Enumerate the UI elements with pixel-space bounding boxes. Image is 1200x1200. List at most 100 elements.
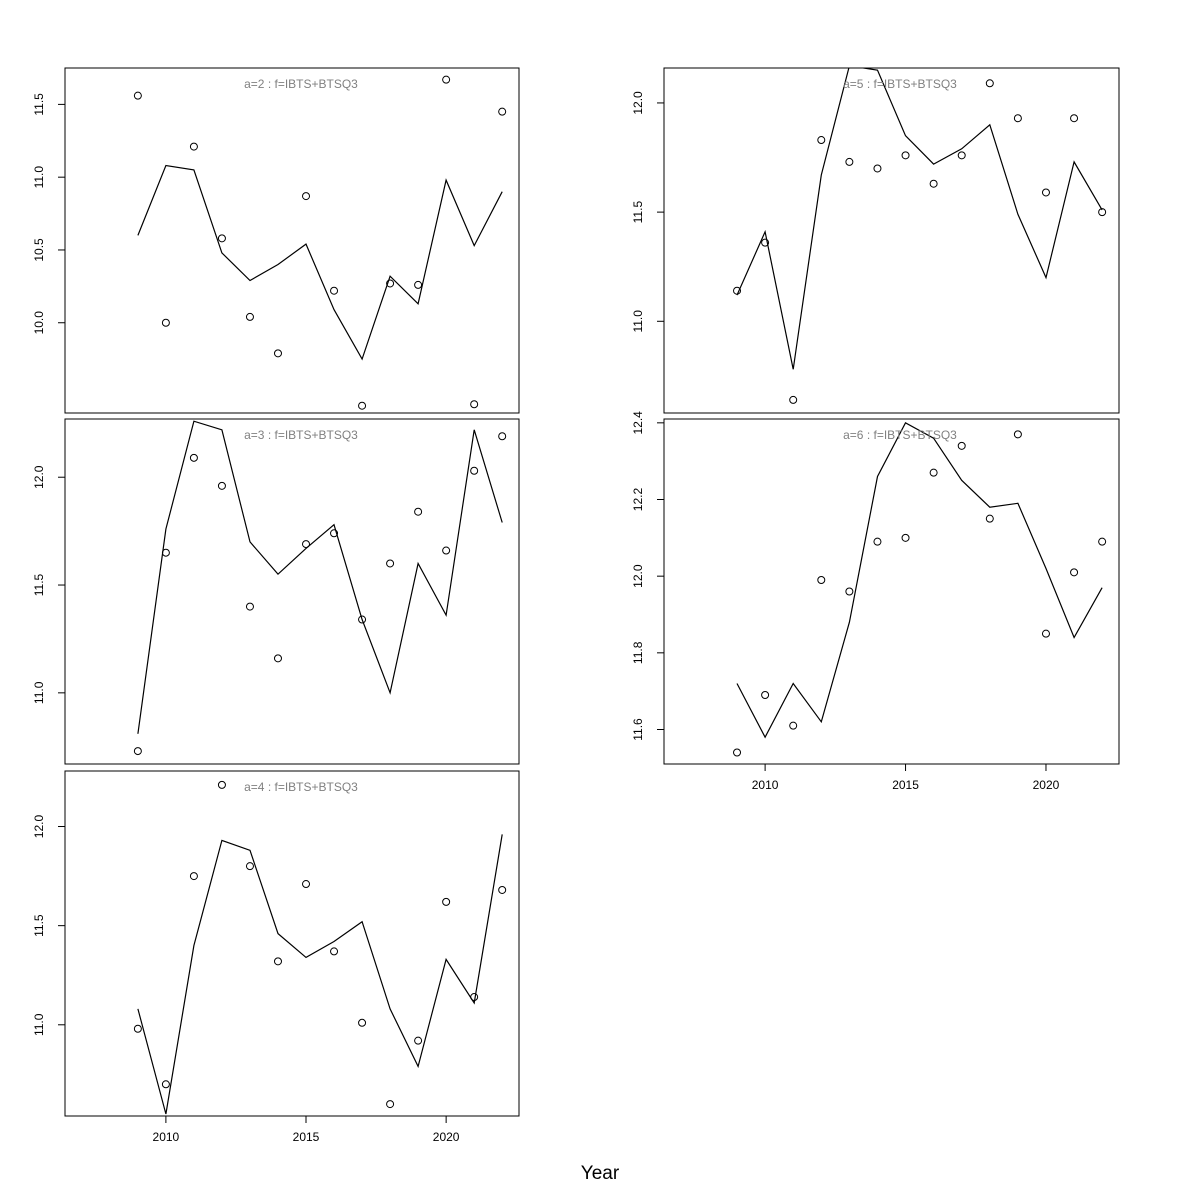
data-point <box>245 602 254 611</box>
data-point <box>873 164 882 173</box>
panel-5: 11.6 11.8 12.0 12.2 12.4 2010 2015 2020 a=6 : f=… <box>631 411 1120 792</box>
data-point <box>273 349 282 358</box>
data-point <box>1070 114 1079 123</box>
y-tick-label: 11.6 <box>631 718 645 741</box>
plot-frame <box>64 67 520 414</box>
y-tick-label: 12.0 <box>32 815 46 839</box>
data-point <box>442 75 451 84</box>
data-point <box>358 401 367 410</box>
data-point <box>817 576 826 584</box>
data-point <box>442 897 451 906</box>
data-point <box>901 533 910 542</box>
data-area <box>133 75 507 410</box>
data-area <box>133 780 507 1115</box>
x-axis-title: Year <box>581 1163 620 1184</box>
data-point <box>873 537 882 546</box>
data-point <box>845 587 854 596</box>
x-tick-label: 2020 <box>433 1130 460 1144</box>
data-point <box>470 993 479 1002</box>
data-point <box>330 286 339 295</box>
y-tick-label: 12.2 <box>631 487 645 511</box>
data-point <box>442 546 451 555</box>
data-point <box>498 432 507 441</box>
data-point <box>789 721 798 730</box>
data-point <box>733 748 742 757</box>
panel-label: a=2 : f=IBTS+BTSQ3 <box>244 77 358 91</box>
panel-label: a=6 : f=IBTS+BTSQ3 <box>843 428 957 442</box>
data-point <box>761 691 770 699</box>
y-tick-label: 11.5 <box>32 573 46 596</box>
data-point <box>358 1018 367 1027</box>
fitted-line <box>137 834 503 1115</box>
data-point <box>1013 114 1022 123</box>
data-point <box>1098 208 1107 217</box>
data-point <box>1070 568 1079 577</box>
data-point <box>161 318 170 327</box>
data-point <box>1041 188 1050 197</box>
data-point <box>817 136 826 145</box>
data-area <box>133 420 507 756</box>
data-point <box>386 559 395 568</box>
data-point <box>189 872 198 881</box>
data-point <box>133 1024 142 1033</box>
data-point <box>1098 537 1107 546</box>
data-point <box>414 507 423 516</box>
x-tick-label: 2015 <box>293 1130 320 1144</box>
panel-label: a=3 : f=IBTS+BTSQ3 <box>244 428 358 442</box>
panel-label: a=5 : f=IBTS+BTSQ3 <box>843 77 957 91</box>
data-point <box>189 142 198 151</box>
data-point <box>733 286 742 295</box>
data-point <box>414 1036 423 1045</box>
data-point <box>161 1080 170 1089</box>
data-point <box>133 91 142 100</box>
data-point <box>789 395 798 404</box>
y-tick-label: 11.0 <box>32 166 46 189</box>
y-tick-label: 11.5 <box>631 201 645 224</box>
data-point <box>358 615 367 624</box>
data-point <box>957 441 966 450</box>
y-tick-label: 12.0 <box>32 465 46 489</box>
data-point <box>386 279 395 288</box>
panel-3: 11.0 11.5 12.0 2010 2015 2020 a=4 : f=IBTS+BTS… <box>32 770 520 1144</box>
y-tick-label: 10.5 <box>32 238 46 262</box>
data-point <box>245 862 254 871</box>
data-point <box>1013 430 1022 439</box>
data-point <box>985 514 994 523</box>
plot-frame <box>663 67 1120 414</box>
x-tick-label: 2015 <box>892 778 919 792</box>
data-point <box>273 654 282 663</box>
panel-label: a=4 : f=IBTS+BTSQ3 <box>244 780 358 794</box>
plot-frame <box>64 770 520 1117</box>
data-point <box>302 540 311 549</box>
data-point <box>189 453 198 462</box>
x-tick-label: 2010 <box>752 778 779 792</box>
data-point <box>985 79 994 88</box>
y-tick-label: 11.8 <box>631 641 645 664</box>
data-point <box>498 885 507 894</box>
data-point <box>901 151 910 160</box>
y-tick-label: 12.0 <box>631 91 645 115</box>
fitted-line <box>736 68 1103 370</box>
y-tick-label: 11.0 <box>32 1013 46 1036</box>
data-point <box>414 280 423 289</box>
data-point <box>302 880 311 889</box>
data-point <box>217 234 226 243</box>
panel-1: 10.0 10.5 11.0 11.5 a=2 : f=IBTS+BTSQ3 <box>32 67 520 414</box>
data-point <box>133 747 142 756</box>
fitted-line <box>137 420 503 734</box>
plot-frame <box>663 418 1120 765</box>
fitted-line <box>137 164 503 361</box>
x-tick-label: 2020 <box>1033 778 1060 792</box>
x-tick-label: 2010 <box>153 1130 180 1144</box>
panel-4: 11.0 11.5 12.0 a=5 : f=IBTS+BTSQ3 <box>631 67 1120 414</box>
data-point <box>330 947 339 956</box>
data-point <box>386 1100 395 1109</box>
data-area <box>733 421 1107 757</box>
data-point <box>161 548 170 557</box>
plot-frame <box>64 418 520 765</box>
data-point <box>845 157 854 166</box>
data-point <box>761 238 770 247</box>
data-point <box>470 466 479 475</box>
panel-2: 11.0 11.5 12.0 a=3 : f=IBTS+BTSQ3 <box>32 418 520 765</box>
